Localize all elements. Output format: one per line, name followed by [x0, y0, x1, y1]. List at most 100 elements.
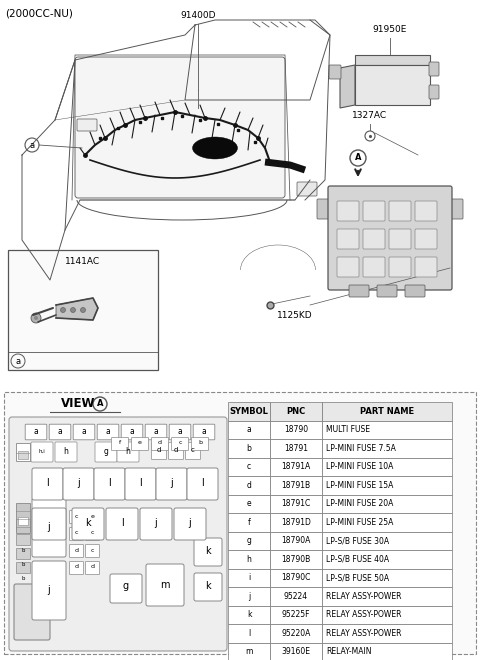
Text: RELAY ASSY-POWER: RELAY ASSY-POWER	[326, 610, 401, 619]
FancyBboxPatch shape	[449, 199, 463, 219]
Bar	[322, 439, 452, 457]
FancyBboxPatch shape	[429, 62, 439, 76]
Text: 18791C: 18791C	[281, 499, 311, 508]
Bar	[270, 402, 322, 420]
Text: 18790C: 18790C	[281, 574, 311, 582]
FancyBboxPatch shape	[152, 438, 168, 451]
FancyBboxPatch shape	[95, 442, 117, 462]
Text: j: j	[248, 592, 250, 601]
Text: h: h	[247, 555, 252, 564]
Text: c: c	[75, 513, 78, 519]
Text: h,i: h,i	[38, 449, 46, 453]
FancyBboxPatch shape	[72, 508, 104, 540]
FancyBboxPatch shape	[25, 424, 47, 440]
Bar	[4, 392, 476, 654]
Text: A: A	[355, 154, 361, 162]
Text: d: d	[157, 447, 161, 453]
Bar	[322, 531, 452, 550]
Polygon shape	[355, 55, 430, 65]
FancyBboxPatch shape	[389, 201, 411, 221]
Bar	[270, 642, 322, 660]
Text: 95224: 95224	[284, 592, 308, 601]
Text: b: b	[21, 576, 25, 581]
FancyBboxPatch shape	[328, 186, 452, 290]
Bar	[270, 439, 322, 457]
Polygon shape	[340, 65, 355, 108]
Text: c: c	[91, 531, 94, 535]
FancyBboxPatch shape	[75, 57, 285, 198]
FancyBboxPatch shape	[145, 424, 167, 440]
Text: c: c	[178, 440, 182, 446]
Text: k: k	[205, 546, 211, 556]
Bar	[16, 534, 30, 545]
FancyBboxPatch shape	[55, 442, 77, 462]
Text: c: c	[75, 531, 78, 535]
Bar	[228, 605, 270, 624]
Bar	[322, 420, 452, 439]
Text: l: l	[46, 478, 49, 488]
Bar	[322, 605, 452, 624]
Text: 1141AC: 1141AC	[65, 257, 101, 267]
Text: k: k	[85, 518, 91, 528]
Text: LP-MINI FUSE 20A: LP-MINI FUSE 20A	[326, 499, 394, 508]
FancyBboxPatch shape	[32, 561, 66, 620]
Text: LP-MINI FUSE 15A: LP-MINI FUSE 15A	[326, 480, 394, 490]
FancyBboxPatch shape	[140, 508, 172, 540]
Text: e: e	[91, 513, 95, 519]
Text: b: b	[21, 562, 25, 566]
Text: h: h	[63, 447, 69, 455]
Text: k: k	[205, 581, 211, 591]
FancyBboxPatch shape	[63, 468, 94, 500]
Text: d: d	[247, 480, 252, 490]
FancyBboxPatch shape	[106, 508, 138, 540]
Text: PART NAME: PART NAME	[360, 407, 414, 416]
FancyBboxPatch shape	[132, 438, 148, 451]
FancyBboxPatch shape	[125, 468, 156, 500]
FancyBboxPatch shape	[377, 285, 397, 297]
Text: 18791: 18791	[284, 444, 308, 453]
Bar	[270, 531, 322, 550]
FancyBboxPatch shape	[194, 573, 222, 601]
FancyBboxPatch shape	[363, 201, 385, 221]
Text: g: g	[123, 581, 129, 591]
Text: 1125KD: 1125KD	[277, 311, 313, 320]
FancyBboxPatch shape	[85, 544, 99, 558]
FancyBboxPatch shape	[337, 257, 359, 277]
Text: l: l	[139, 478, 142, 488]
Text: k: k	[247, 610, 251, 619]
FancyBboxPatch shape	[389, 257, 411, 277]
Text: 18791D: 18791D	[281, 517, 311, 527]
Circle shape	[34, 316, 38, 320]
Bar	[322, 476, 452, 494]
FancyBboxPatch shape	[49, 424, 71, 440]
FancyBboxPatch shape	[97, 424, 119, 440]
Circle shape	[81, 308, 85, 312]
Text: LP-S/B FUSE 50A: LP-S/B FUSE 50A	[326, 574, 389, 582]
Bar	[228, 550, 270, 568]
Text: g: g	[104, 447, 108, 455]
Text: 18790: 18790	[284, 425, 308, 434]
Bar	[228, 624, 270, 642]
Text: l: l	[120, 518, 123, 528]
Text: SYMBOL: SYMBOL	[229, 407, 268, 416]
Text: j: j	[48, 522, 50, 532]
Text: g: g	[247, 536, 252, 545]
Bar	[228, 476, 270, 494]
Text: a: a	[130, 426, 134, 436]
Text: a: a	[247, 425, 252, 434]
Bar	[16, 503, 30, 533]
Bar	[8, 250, 158, 370]
FancyBboxPatch shape	[171, 438, 189, 451]
FancyBboxPatch shape	[70, 544, 84, 558]
Text: 39160E: 39160E	[281, 647, 311, 656]
Bar	[228, 457, 270, 476]
Bar	[270, 587, 322, 605]
Bar	[322, 642, 452, 660]
Text: j: j	[48, 585, 50, 595]
Polygon shape	[355, 65, 430, 105]
FancyBboxPatch shape	[349, 285, 369, 297]
Text: f: f	[248, 517, 251, 527]
Text: j: j	[155, 518, 157, 528]
Bar	[228, 513, 270, 531]
Bar	[322, 457, 452, 476]
